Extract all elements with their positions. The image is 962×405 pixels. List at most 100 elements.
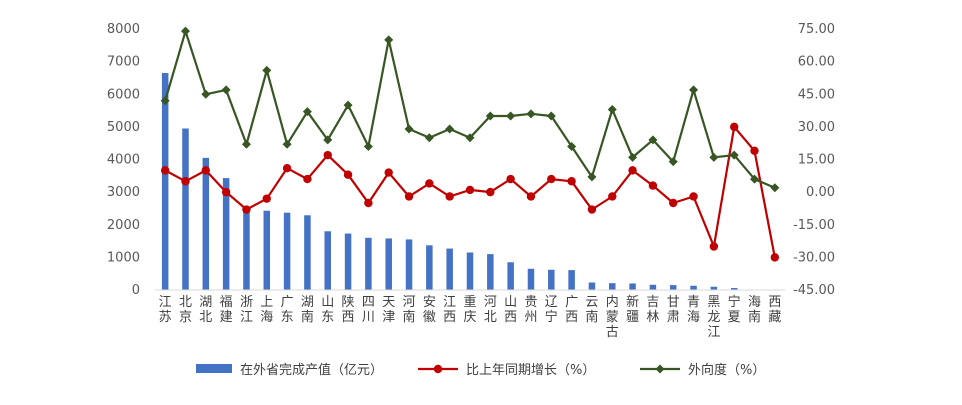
- y-left-tick-label: 4000: [107, 153, 140, 168]
- line-point: [262, 194, 271, 203]
- line-point: [384, 168, 393, 177]
- line-point: [160, 166, 170, 175]
- line-point: [363, 141, 373, 151]
- line-point: [526, 192, 536, 201]
- y-right-tick-label: -15.00: [793, 218, 835, 233]
- y-left-tick-label: 6000: [107, 87, 140, 102]
- line-point: [364, 198, 373, 208]
- x-category-label: 青海: [687, 295, 700, 325]
- x-category-label: 山东: [321, 295, 334, 325]
- bar: [527, 268, 535, 290]
- line-point: [689, 85, 699, 95]
- x-category-label: 湖北: [199, 295, 212, 325]
- line-point: [668, 157, 678, 167]
- line-point: [526, 109, 536, 119]
- x-category-label: 重庆: [463, 294, 476, 325]
- y-left-tick-label: 7000: [107, 55, 140, 70]
- bar: [304, 215, 311, 290]
- line-point: [689, 192, 698, 201]
- line-point: [424, 133, 434, 143]
- y-right-tick-label: 0.00: [806, 185, 835, 200]
- line-point: [628, 166, 637, 175]
- line-point: [567, 177, 576, 186]
- bar: [690, 285, 697, 290]
- bar: [283, 212, 291, 290]
- line-point: [384, 35, 394, 45]
- x-category-label: 甘肃: [667, 295, 680, 325]
- legend-swatch-marker: [433, 364, 443, 374]
- legend-label: 比上年同期增长（%）: [466, 363, 595, 378]
- x-category-label: 新疆: [626, 294, 639, 325]
- line-point: [485, 111, 495, 121]
- line-point: [425, 179, 434, 188]
- bar: [385, 238, 392, 290]
- x-category-label: 江苏: [159, 295, 172, 325]
- x-category-label: 四川: [362, 295, 375, 325]
- line-point: [648, 135, 658, 145]
- bar: [629, 283, 636, 290]
- x-category-label: 河南: [403, 295, 416, 325]
- y-right-tick-label: 15.00: [798, 153, 835, 168]
- x-category-label: 浙江: [240, 295, 253, 325]
- bar: [426, 245, 433, 290]
- x-category-label: 河北: [484, 295, 497, 325]
- bar: [588, 282, 596, 290]
- line-point: [404, 124, 414, 134]
- line-point: [587, 205, 597, 214]
- line-point: [445, 192, 454, 201]
- line-point: [282, 164, 292, 173]
- legend-swatch-bar: [196, 364, 232, 373]
- bar: [548, 269, 555, 290]
- line-point: [750, 146, 759, 155]
- y-left-tick-label: 1000: [107, 250, 140, 265]
- line-point: [180, 26, 190, 36]
- x-category-label: 西藏: [768, 295, 781, 325]
- x-category-label: 内蒙古: [606, 294, 619, 340]
- bar: [202, 157, 210, 290]
- line-point: [262, 65, 272, 75]
- line-point: [770, 183, 780, 193]
- x-category-label: 贵州: [524, 295, 537, 325]
- line-point: [770, 253, 780, 262]
- y-right-tick-label: 75.00: [798, 22, 835, 37]
- x-category-label: 广西: [565, 295, 578, 325]
- line-point: [465, 133, 475, 143]
- y-right-tick-label: 60.00: [798, 55, 835, 70]
- line-point: [201, 89, 211, 99]
- legend-swatch-marker: [655, 364, 665, 374]
- line-point: [465, 185, 475, 195]
- line-point: [750, 174, 760, 184]
- line-point: [628, 152, 638, 162]
- x-category-label: 福建: [220, 295, 233, 325]
- bar: [324, 231, 331, 290]
- line-point: [221, 187, 231, 197]
- x-category-label: 辽宁: [545, 295, 558, 325]
- line-point: [729, 122, 739, 132]
- line-point: [303, 174, 312, 184]
- x-category-label: 北京: [179, 295, 192, 325]
- bar: [182, 128, 189, 290]
- line-point: [445, 124, 455, 134]
- line-point: [608, 192, 617, 201]
- y-right-tick-label: -30.00: [793, 250, 835, 265]
- line-point: [669, 198, 678, 208]
- bar: [710, 286, 718, 290]
- line-point: [547, 174, 556, 184]
- bar: [344, 233, 352, 290]
- line-point: [302, 107, 312, 117]
- line-point: [241, 139, 251, 149]
- line-point: [648, 181, 658, 190]
- bar: [446, 248, 453, 290]
- series-line: [164, 30, 776, 189]
- line-point: [709, 242, 719, 251]
- y-left-tick-label: 2000: [107, 218, 140, 233]
- line-point: [343, 100, 353, 110]
- bar: [649, 284, 657, 290]
- line-point: [709, 152, 719, 162]
- line-point: [506, 111, 516, 121]
- line-point: [546, 111, 556, 121]
- y-left-tick-label: 8000: [107, 22, 140, 37]
- y-right-tick-label: -45.00: [793, 283, 835, 298]
